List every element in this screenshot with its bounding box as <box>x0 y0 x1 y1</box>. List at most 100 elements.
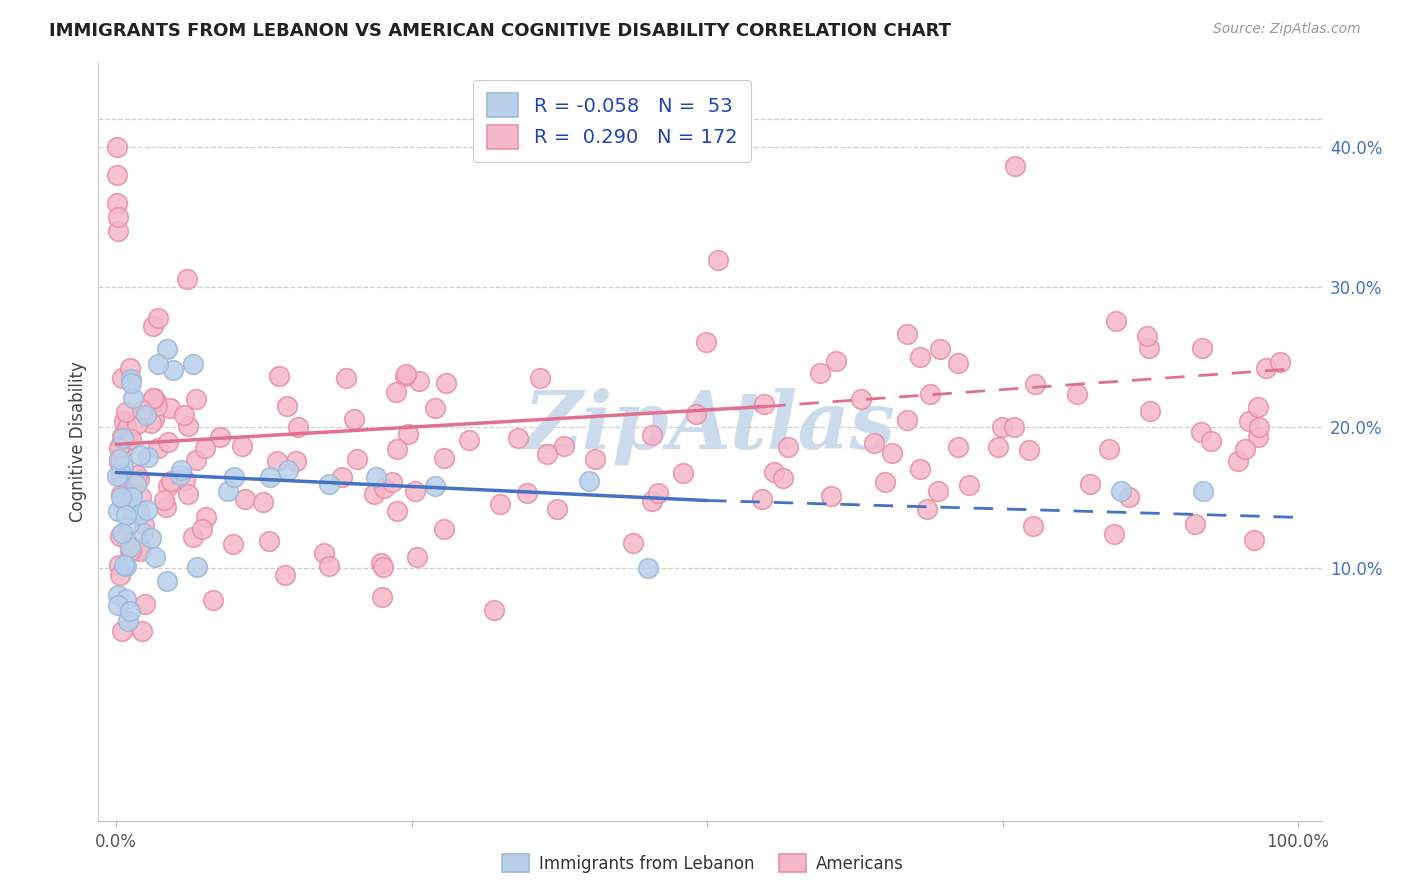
Point <box>174 473 197 487</box>
Point <box>120 376 142 391</box>
Point <box>177 419 200 434</box>
Point <box>1191 341 1213 355</box>
Point <box>231 439 253 453</box>
Point <box>946 356 969 370</box>
Point <box>751 492 773 507</box>
Point <box>146 441 169 455</box>
Point <box>156 574 179 589</box>
Point <box>107 210 129 224</box>
Point <box>177 487 200 501</box>
Point <box>105 139 128 153</box>
Point <box>863 435 886 450</box>
Point <box>1226 454 1249 468</box>
Point <box>825 354 848 368</box>
Point <box>170 462 193 476</box>
Point <box>343 412 366 426</box>
Point <box>284 454 307 468</box>
Point <box>335 370 357 384</box>
Point <box>194 441 217 455</box>
Point <box>108 452 131 467</box>
Point <box>772 471 794 485</box>
Point <box>908 350 931 364</box>
Point <box>578 474 600 488</box>
Point <box>405 549 427 564</box>
Point <box>146 310 169 325</box>
Point <box>146 357 169 371</box>
Point <box>927 483 949 498</box>
Point <box>118 490 141 504</box>
Point <box>1022 518 1045 533</box>
Point <box>233 491 256 506</box>
Point <box>124 477 146 491</box>
Point <box>1024 376 1046 391</box>
Point <box>1104 313 1126 327</box>
Point <box>111 431 134 445</box>
Point <box>181 357 204 371</box>
Point <box>120 543 142 558</box>
Point <box>808 366 831 380</box>
Point <box>129 490 152 504</box>
Point <box>896 413 918 427</box>
Point <box>131 402 153 417</box>
Point <box>395 368 418 382</box>
Point <box>120 495 142 509</box>
Point <box>915 502 938 516</box>
Point <box>1137 341 1160 355</box>
Point <box>433 451 456 466</box>
Point <box>117 429 139 443</box>
Text: Source: ZipAtlas.com: Source: ZipAtlas.com <box>1213 22 1361 37</box>
Point <box>160 475 183 489</box>
Point <box>111 624 134 639</box>
Point <box>194 509 217 524</box>
Point <box>1239 414 1261 428</box>
Point <box>516 486 538 500</box>
Point <box>156 342 179 356</box>
Point <box>120 372 142 386</box>
Point <box>752 397 775 411</box>
Point <box>928 342 950 356</box>
Point <box>685 407 707 421</box>
Point <box>115 591 138 606</box>
Point <box>108 441 131 455</box>
Point <box>946 440 969 454</box>
Point <box>117 614 139 628</box>
Point <box>488 497 510 511</box>
Point <box>408 374 430 388</box>
Point <box>132 517 155 532</box>
Point <box>373 481 395 495</box>
Point <box>1139 404 1161 418</box>
Point <box>107 195 129 210</box>
Point <box>134 597 156 611</box>
Point <box>107 588 129 602</box>
Point <box>118 540 141 554</box>
Point <box>363 487 385 501</box>
Point <box>266 454 288 468</box>
Point <box>224 469 246 483</box>
Point <box>110 439 132 453</box>
Point <box>381 475 404 489</box>
Point <box>384 384 406 399</box>
Point <box>139 531 162 545</box>
Point <box>1184 517 1206 532</box>
Point <box>1002 420 1025 434</box>
Point <box>186 392 208 407</box>
Point <box>274 568 297 582</box>
Legend: R = -0.058   N =  53, R =  0.290   N = 172: R = -0.058 N = 53, R = 0.290 N = 172 <box>474 79 751 162</box>
Point <box>142 411 165 425</box>
Point <box>257 534 280 549</box>
Point <box>173 408 195 422</box>
Point <box>1109 483 1132 498</box>
Point <box>695 334 717 349</box>
Point <box>110 567 132 582</box>
Point <box>118 516 141 531</box>
Point <box>276 399 298 413</box>
Point <box>1246 430 1268 444</box>
Point <box>366 469 388 483</box>
Point <box>135 409 157 423</box>
Point <box>991 419 1014 434</box>
Point <box>647 486 669 500</box>
Point <box>1066 386 1088 401</box>
Point <box>120 433 142 447</box>
Point <box>1189 425 1212 439</box>
Point <box>153 493 176 508</box>
